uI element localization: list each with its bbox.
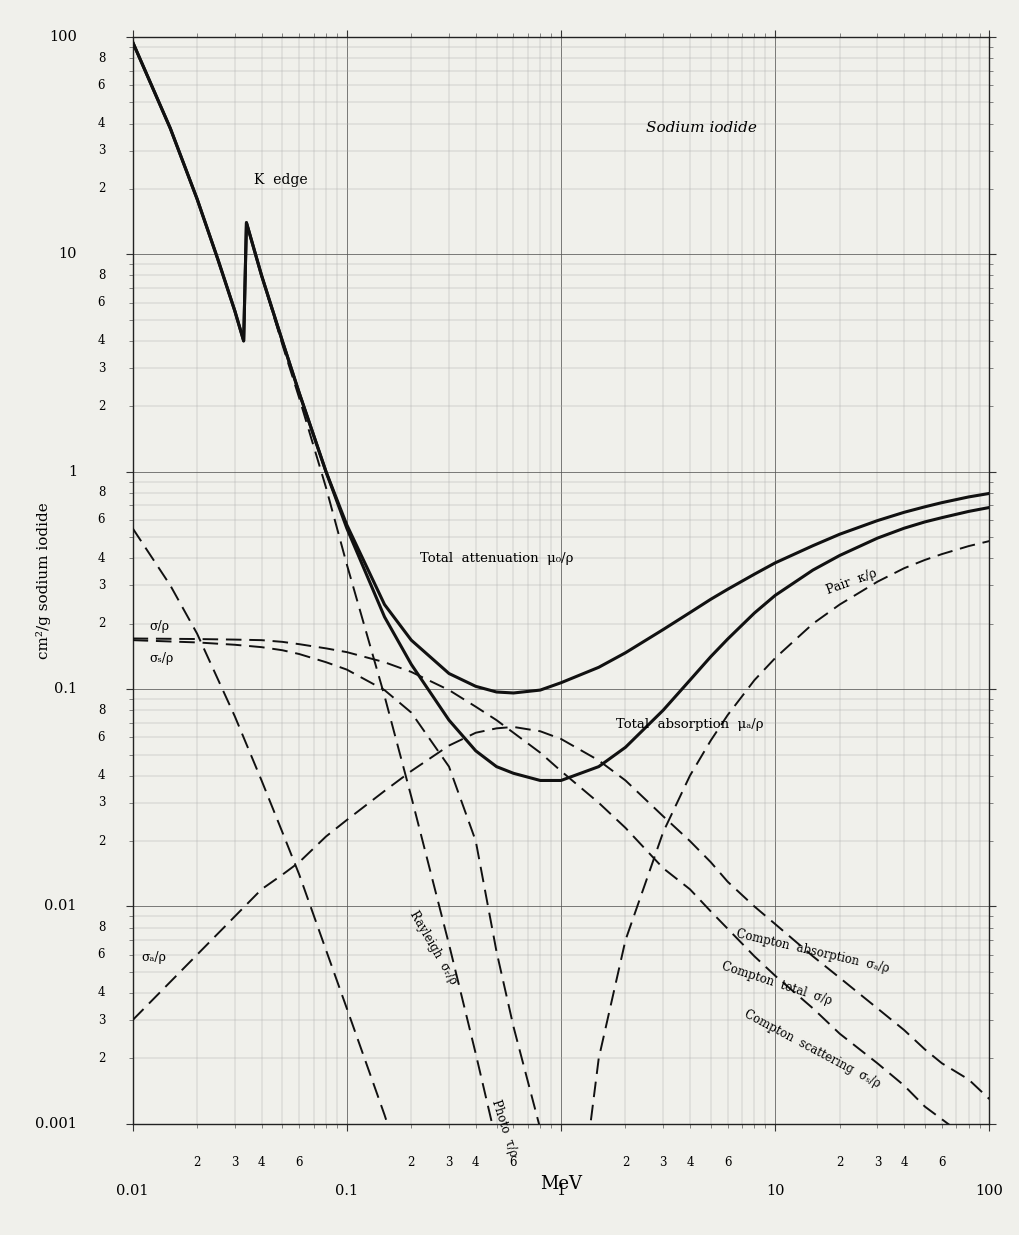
Text: 2: 2 (408, 1156, 415, 1170)
Text: Sodium iodide: Sodium iodide (646, 121, 756, 136)
Text: 10: 10 (58, 247, 76, 262)
Text: 4: 4 (98, 335, 105, 347)
Text: 8: 8 (98, 269, 105, 282)
Text: 6: 6 (98, 948, 105, 961)
Text: 1: 1 (556, 1183, 565, 1198)
Text: Compton  absorption  σₐ/ρ: Compton absorption σₐ/ρ (735, 927, 890, 976)
Text: Total  absorption  μₐ/ρ: Total absorption μₐ/ρ (615, 718, 762, 731)
Text: 100: 100 (974, 1183, 1003, 1198)
Text: 8: 8 (98, 704, 105, 716)
Text: 6: 6 (296, 1156, 303, 1170)
Text: 4: 4 (98, 769, 105, 782)
Text: σₐ/ρ: σₐ/ρ (142, 951, 166, 965)
Text: 3: 3 (98, 144, 105, 157)
Text: σₛ/ρ: σₛ/ρ (150, 652, 174, 666)
Text: 3: 3 (873, 1156, 880, 1170)
Y-axis label: cm²/g sodium iodide: cm²/g sodium iodide (37, 503, 51, 658)
Text: 3: 3 (98, 1014, 105, 1026)
Text: Pair  κ/ρ: Pair κ/ρ (823, 567, 878, 598)
Text: 2: 2 (98, 1052, 105, 1065)
Text: Total  attenuation  μ₀/ρ: Total attenuation μ₀/ρ (420, 552, 573, 564)
Text: 3: 3 (98, 797, 105, 809)
Text: 4: 4 (98, 987, 105, 999)
Text: 6: 6 (98, 514, 105, 526)
Text: Compton  scattering  σₛ/ρ: Compton scattering σₛ/ρ (741, 1008, 881, 1091)
Text: 2: 2 (98, 400, 105, 412)
Text: 0.01: 0.01 (45, 899, 76, 914)
Text: 4: 4 (98, 117, 105, 130)
Text: Compton  total  σ/ρ: Compton total σ/ρ (718, 960, 833, 1008)
Text: 2: 2 (98, 183, 105, 195)
Text: 3: 3 (231, 1156, 238, 1170)
Text: 6: 6 (98, 731, 105, 743)
Text: 4: 4 (472, 1156, 479, 1170)
Text: Rayleigh  σᵣ/ρ: Rayleigh σᵣ/ρ (407, 908, 459, 987)
Text: 6: 6 (723, 1156, 731, 1170)
Text: 0.1: 0.1 (335, 1183, 358, 1198)
Text: 0.01: 0.01 (116, 1183, 149, 1198)
Text: 0.1: 0.1 (54, 682, 76, 697)
Text: 8: 8 (98, 52, 105, 64)
Text: 2: 2 (98, 618, 105, 630)
Text: 2: 2 (194, 1156, 201, 1170)
Text: 6: 6 (98, 296, 105, 309)
Text: 2: 2 (836, 1156, 843, 1170)
Text: 3: 3 (98, 362, 105, 374)
Text: 6: 6 (937, 1156, 945, 1170)
Text: 1: 1 (67, 464, 76, 479)
Text: 10: 10 (765, 1183, 784, 1198)
Text: 8: 8 (98, 921, 105, 934)
Text: 8: 8 (98, 487, 105, 499)
Text: 0.001: 0.001 (35, 1116, 76, 1131)
Text: 3: 3 (445, 1156, 452, 1170)
Text: 6: 6 (510, 1156, 517, 1170)
X-axis label: MeV: MeV (539, 1174, 582, 1193)
Text: 6: 6 (98, 79, 105, 91)
Text: 4: 4 (900, 1156, 907, 1170)
Text: 3: 3 (659, 1156, 666, 1170)
Text: σ/ρ: σ/ρ (150, 620, 169, 632)
Text: 3: 3 (98, 579, 105, 592)
Text: 2: 2 (98, 835, 105, 847)
Text: 2: 2 (622, 1156, 629, 1170)
Text: 100: 100 (49, 30, 76, 44)
Text: 4: 4 (258, 1156, 265, 1170)
Text: K  edge: K edge (254, 173, 308, 186)
Text: Photo  τ/ρ: Photo τ/ρ (488, 1098, 519, 1158)
Text: 4: 4 (686, 1156, 693, 1170)
Text: 4: 4 (98, 552, 105, 564)
